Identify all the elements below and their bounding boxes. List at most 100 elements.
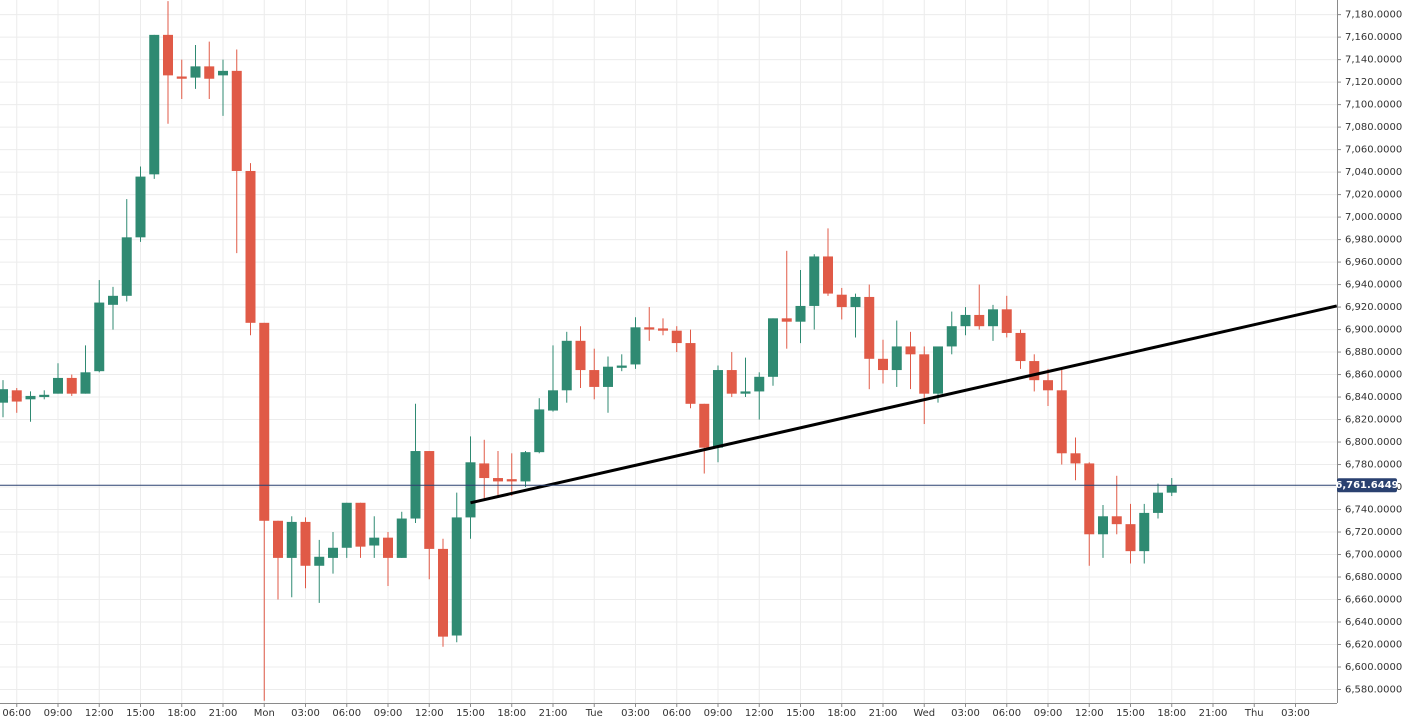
y-tick-label: 7,000.0000 (1345, 212, 1402, 223)
candle-body (685, 343, 696, 404)
candle-body (438, 548, 448, 637)
y-tick-label: 6,940.0000 (1345, 280, 1402, 291)
candle-body (273, 520, 283, 558)
candle-body (506, 479, 517, 482)
candle-body (809, 256, 820, 306)
candle-body (850, 296, 861, 308)
candle-body (341, 502, 352, 548)
x-tick-label: 03:00 (951, 708, 980, 719)
candle-body (355, 502, 366, 547)
candle-body (823, 256, 833, 294)
candle-body (108, 295, 118, 305)
y-tick-label: 6,840.0000 (1345, 392, 1402, 403)
candle-body (204, 66, 215, 79)
candle-body (713, 370, 723, 448)
candle-body (795, 305, 806, 322)
candle-body (80, 372, 91, 394)
candle-body (300, 521, 311, 566)
y-tick-label: 6,820.0000 (1345, 415, 1402, 426)
candle-body (1056, 390, 1067, 454)
candle-body (218, 70, 228, 76)
y-tick-label: 7,060.0000 (1345, 145, 1402, 156)
candle-body (465, 462, 476, 518)
candle-body (94, 302, 105, 372)
x-tick-label: 18:00 (1157, 708, 1186, 719)
x-tick-label: 09:00 (1034, 708, 1063, 719)
candle-body (1153, 492, 1163, 513)
x-tick-label: 21:00 (539, 708, 568, 719)
candle-body (974, 314, 985, 327)
y-tick-label: 6,900.0000 (1345, 325, 1402, 336)
candle-body (603, 366, 613, 387)
candle-body (135, 176, 146, 238)
candle-body (163, 34, 173, 76)
candle-body (493, 478, 503, 482)
x-tick-label: 21:00 (869, 708, 898, 719)
candle-body (754, 376, 765, 392)
x-tick-label: 18:00 (497, 708, 526, 719)
y-tick-label: 6,780.0000 (1345, 460, 1402, 471)
candle-body (1015, 332, 1026, 362)
y-tick-label: 6,740.0000 (1345, 505, 1402, 516)
candle-body (905, 346, 916, 355)
x-tick-label: 12:00 (1075, 708, 1104, 719)
candle-body (1084, 463, 1095, 535)
candle-body (190, 66, 201, 78)
y-tick-label: 7,040.0000 (1345, 167, 1402, 178)
x-tick-label: 06:00 (2, 708, 31, 719)
x-tick-label: 18:00 (167, 708, 196, 719)
candle-body (53, 377, 63, 394)
last-price-badge (1337, 478, 1397, 493)
candle-body (231, 70, 242, 171)
x-tick-label: 12:00 (415, 708, 444, 719)
candle-body (383, 537, 393, 558)
x-tick-label: Wed (913, 708, 935, 719)
candle-body (479, 463, 490, 479)
candle-body (658, 328, 668, 331)
candle-body (176, 76, 187, 79)
candle-body (286, 521, 297, 558)
candle-body (11, 390, 22, 402)
y-tick-label: 6,620.0000 (1345, 640, 1402, 651)
candle-body (919, 354, 930, 394)
y-tick-label: 6,920.0000 (1345, 302, 1402, 313)
x-tick-label: 21:00 (209, 708, 238, 719)
candle-body (520, 452, 531, 482)
y-tick-label: 6,660.0000 (1345, 595, 1402, 606)
y-tick-label: 7,100.0000 (1345, 100, 1402, 111)
candle-body (1029, 361, 1040, 381)
plot (0, 1, 1338, 701)
candle-body (39, 394, 50, 398)
x-tick-label: 15:00 (126, 708, 155, 719)
x-tick-label: 15:00 (786, 708, 815, 719)
candle-body (781, 318, 792, 322)
y-tick-label: 6,640.0000 (1345, 617, 1402, 628)
candle-body (25, 395, 36, 400)
candle-body (561, 340, 572, 391)
candle-body (630, 327, 641, 365)
candle-body (988, 309, 998, 327)
candle-body (891, 346, 902, 371)
candle-body (1098, 516, 1108, 535)
candle-body (644, 327, 655, 330)
candle-body (245, 170, 256, 323)
x-tick-label: 06:00 (662, 708, 691, 719)
x-tick-label: 03:00 (291, 708, 320, 719)
x-tick-label: 15:00 (1116, 708, 1145, 719)
x-tick-label: Thu (1244, 708, 1264, 719)
x-tick-label: 09:00 (704, 708, 733, 719)
candle-body (699, 403, 710, 448)
candle-body (726, 370, 737, 394)
x-tick-label: 15:00 (456, 708, 485, 719)
x-tick-label: 12:00 (745, 708, 774, 719)
candle-body (1001, 309, 1012, 333)
candle-body (933, 346, 943, 394)
y-tick-label: 6,580.0000 (1345, 685, 1402, 696)
candle-body (328, 547, 338, 558)
candle-body (1111, 516, 1122, 525)
x-tick-label: Tue (585, 708, 603, 719)
candle-body (1070, 453, 1081, 464)
candle-body (121, 237, 132, 296)
x-tick-label: 18:00 (827, 708, 856, 719)
